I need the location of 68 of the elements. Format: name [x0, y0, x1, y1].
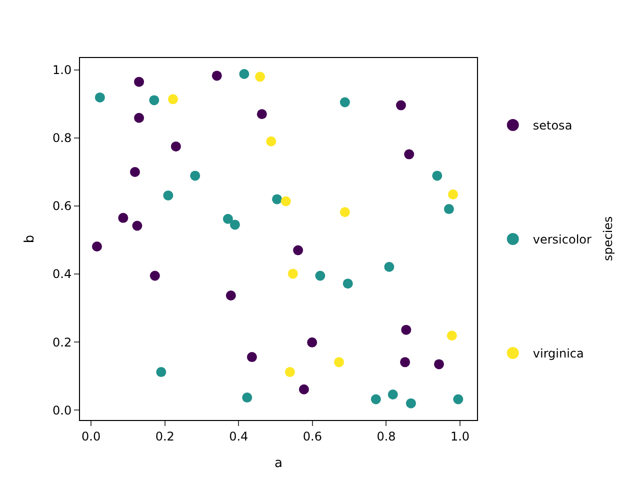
point [255, 72, 266, 82]
point [401, 324, 412, 335]
point [448, 189, 458, 200]
x-axis-title: a [274, 456, 282, 471]
y-tick-label: 0.2 [52, 335, 72, 350]
point [396, 100, 406, 110]
point [94, 92, 105, 102]
point [307, 337, 318, 348]
x-tick-label: 0.2 [155, 429, 174, 444]
point [170, 141, 181, 152]
point [190, 170, 200, 181]
legend-label: virginica [532, 346, 584, 361]
point [212, 70, 222, 81]
point [239, 68, 250, 79]
point [150, 270, 160, 281]
point [334, 357, 344, 368]
point [406, 398, 416, 408]
point [400, 357, 410, 368]
legend-label: versicolor [532, 232, 592, 247]
point [226, 290, 236, 300]
point [149, 95, 160, 106]
point [280, 196, 291, 206]
legend-label: setosa [532, 118, 572, 133]
y-tick-label: 0.8 [52, 131, 72, 146]
x-tick-label: 0.8 [376, 429, 396, 444]
point [446, 330, 457, 341]
point [222, 214, 233, 224]
color-bar-title: species [601, 216, 616, 262]
point [288, 268, 298, 279]
y-axis-title: b [22, 234, 38, 244]
point [434, 359, 444, 370]
x-tick-label: 1.0 [450, 429, 470, 444]
y-tick-label: 0.6 [52, 199, 72, 214]
point [134, 112, 144, 123]
point [384, 262, 394, 272]
y-tick-label: 0.0 [52, 403, 72, 418]
point [130, 166, 140, 177]
point [134, 76, 144, 87]
point [156, 367, 166, 378]
point [404, 149, 414, 160]
point [370, 394, 381, 404]
x-tick-label: 0.0 [82, 429, 101, 444]
point [266, 136, 276, 146]
x-tick-label: 0.6 [302, 429, 322, 444]
point [444, 204, 454, 214]
point [242, 392, 252, 403]
point [315, 270, 326, 281]
point [293, 245, 304, 256]
point [246, 352, 257, 362]
point [132, 220, 142, 231]
point [453, 394, 464, 404]
point [230, 220, 240, 230]
point [284, 367, 295, 378]
point [163, 190, 174, 200]
point [272, 194, 282, 204]
y-tick-label: 0.4 [52, 267, 72, 282]
point [298, 384, 309, 394]
point [256, 109, 267, 120]
x-tick-label: 0.4 [229, 429, 248, 444]
point [340, 207, 350, 218]
point [340, 97, 350, 108]
y-tick-label: 1.0 [52, 63, 72, 78]
point [168, 94, 178, 104]
point [92, 241, 102, 252]
point [342, 278, 353, 289]
point [118, 212, 128, 223]
point [432, 170, 442, 181]
point [388, 389, 398, 400]
